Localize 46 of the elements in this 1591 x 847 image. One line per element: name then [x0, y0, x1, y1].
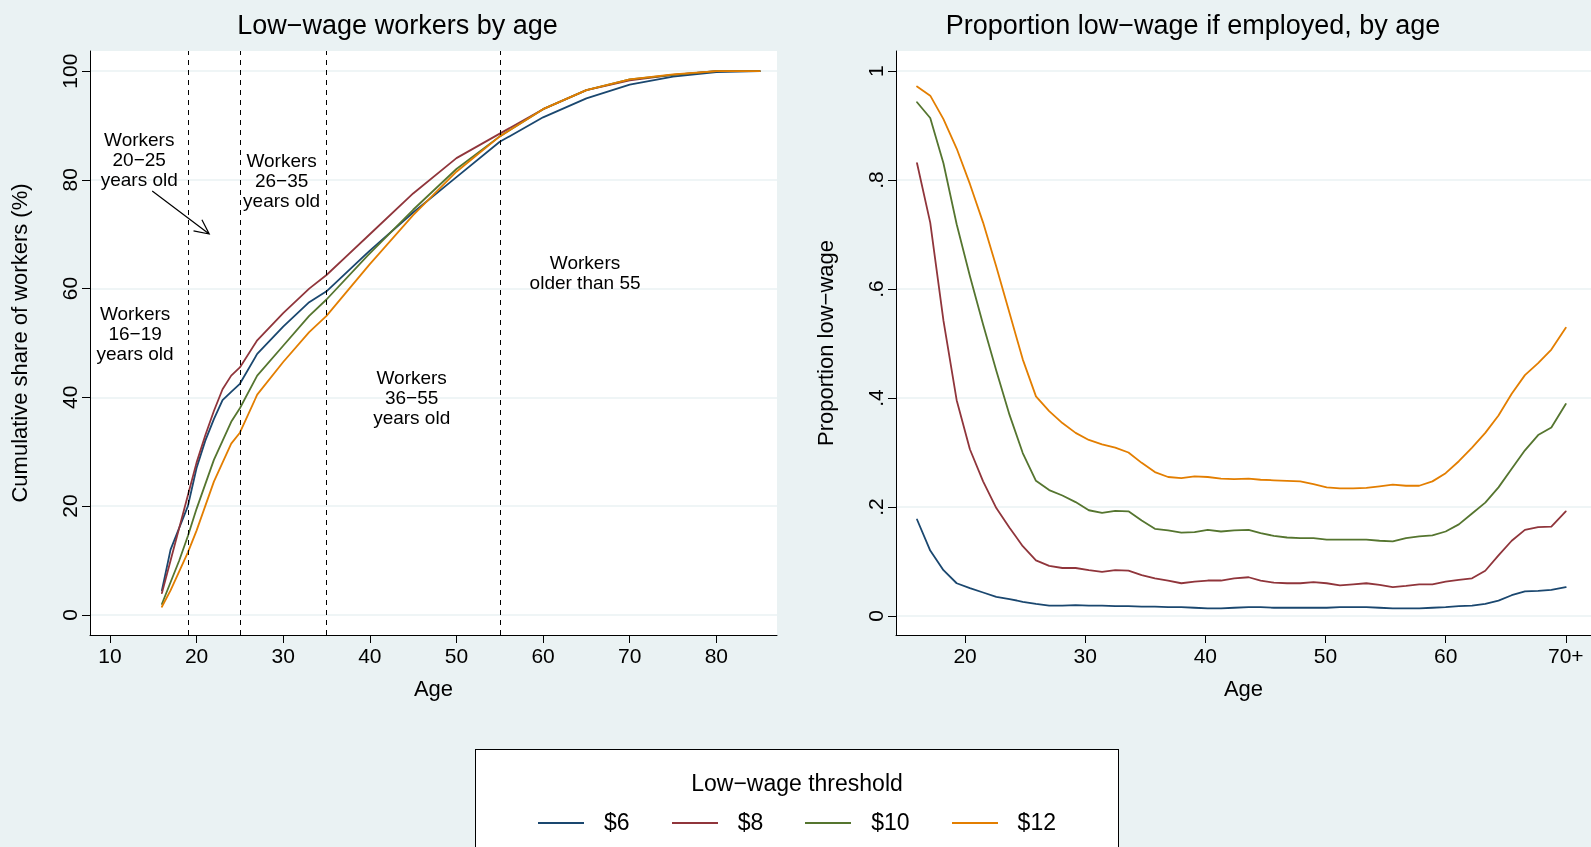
x-tick-label: 40 — [1193, 644, 1218, 667]
legend-label: $8 — [737, 809, 764, 836]
y-tick-label: 40 — [58, 385, 81, 410]
x-tick-label: 20 — [953, 644, 977, 667]
y-axis-title: Cumulative share of workers (%) — [6, 183, 32, 503]
legend-title: Low−wage threshold — [690, 770, 904, 797]
y-axis-title: Proportion low−wage — [812, 239, 838, 447]
chart-title: Proportion low−wage if employed, by age — [945, 9, 1441, 40]
annotation: Workers older than 55 — [529, 252, 641, 294]
x-tick-label: 40 — [358, 644, 382, 667]
x-tick-label: 30 — [1073, 644, 1097, 667]
y-tick-label: .6 — [864, 280, 887, 298]
x-tick-label: 70 — [618, 644, 642, 667]
chart-title: Low−wage workers by age — [237, 9, 558, 40]
line-series — [916, 85, 1567, 490]
x-tick-label: 20 — [184, 644, 209, 667]
y-tick-label: 0 — [864, 610, 887, 622]
y-tick-label: .8 — [864, 171, 887, 189]
x-tick-label: 50 — [1313, 644, 1338, 667]
x-tick-label: 50 — [444, 644, 469, 667]
line-series — [916, 101, 1567, 543]
y-tick-label: 100 — [58, 53, 81, 89]
y-tick-label: 1 — [864, 65, 887, 77]
legend-label: $10 — [871, 809, 910, 836]
x-tick-label: 60 — [1433, 644, 1458, 667]
x-tick-label: 60 — [531, 644, 555, 667]
y-tick-label: 60 — [58, 276, 81, 301]
line-series — [916, 162, 1567, 588]
x-axis-title: Age — [1223, 675, 1264, 701]
x-tick-label: 70+ — [1547, 644, 1584, 667]
x-tick-label: 80 — [704, 644, 729, 667]
legend-label: $6 — [604, 809, 630, 836]
line-series — [916, 518, 1567, 610]
x-axis-title: Age — [413, 675, 454, 701]
annotation: Workers 16−19 years old — [96, 302, 174, 364]
y-tick-label: 80 — [58, 168, 81, 192]
legend-label: $12 — [1017, 809, 1056, 836]
annotation: Workers 26−35 years old — [243, 149, 321, 211]
x-tick-label: 10 — [98, 644, 122, 667]
annotation: Workers 20−25 years old — [100, 128, 178, 190]
y-tick-label: .4 — [864, 388, 887, 407]
x-tick-label: 30 — [271, 644, 295, 667]
annotation: Workers 36−55 years old — [373, 367, 451, 429]
y-tick-label: 20 — [58, 494, 81, 518]
y-tick-label: 0 — [58, 609, 81, 621]
y-tick-label: .2 — [864, 498, 887, 516]
